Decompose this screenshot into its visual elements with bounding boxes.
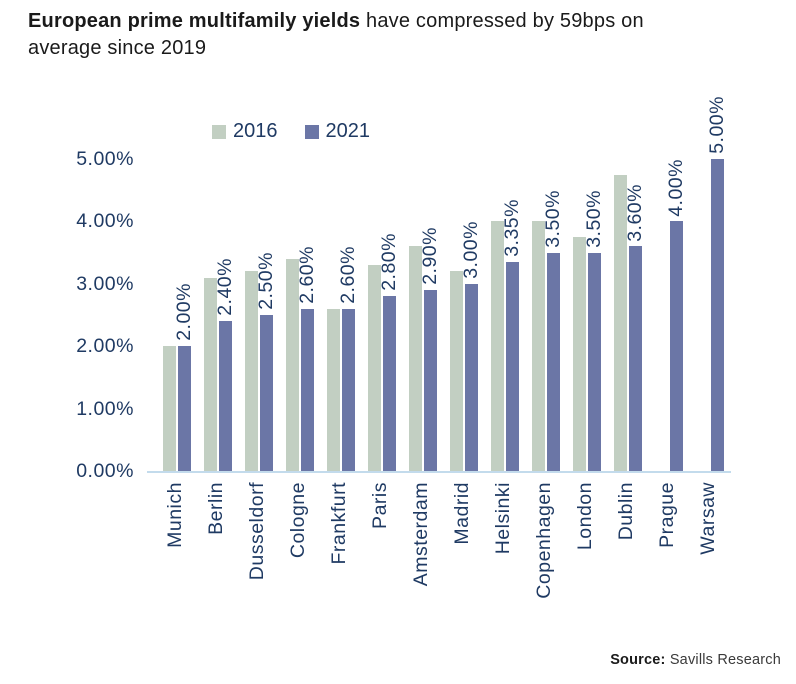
data-label-dublin: 3.60% bbox=[624, 183, 646, 242]
title-line2: average since 2019 bbox=[28, 37, 207, 59]
bar-group-paris: 2.80% Paris bbox=[360, 159, 401, 529]
bar-2021-helsinki bbox=[506, 261, 519, 471]
bar-2021-munich bbox=[178, 346, 191, 471]
bar-group-munich: 2.00% Munich bbox=[155, 159, 196, 548]
title-bold-segment: European prime multifamily yields bbox=[28, 10, 361, 32]
bar-group-madrid: 3.00% Madrid bbox=[442, 159, 483, 545]
data-label-warsaw: 5.00% bbox=[706, 96, 728, 154]
bar-2016-munich bbox=[163, 346, 176, 471]
y-tick-label: 5.00% bbox=[76, 148, 134, 170]
data-label-dusseldorf: 2.50% bbox=[255, 252, 277, 310]
x-category-label-munich: Munich bbox=[164, 482, 186, 548]
bar-group-dusseldorf: 2.50% Dusseldorf bbox=[237, 159, 278, 580]
data-label-paris: 2.80% bbox=[378, 233, 400, 292]
bar-2016-dusseldorf bbox=[245, 271, 258, 471]
bar-group-cologne: 2.60% Cologne bbox=[278, 159, 319, 558]
bar-group-amsterdam: 2.90% Amsterdam bbox=[401, 159, 442, 586]
data-label-prague: 4.00% bbox=[665, 158, 687, 217]
bar-group-prague: 4.00% Prague bbox=[647, 158, 688, 548]
y-tick-label: 3.00% bbox=[76, 272, 134, 295]
x-category-label-dusseldorf: Dusseldorf bbox=[246, 482, 268, 581]
legend-item-2016: 2016 bbox=[212, 120, 278, 143]
x-category-label-amsterdam: Amsterdam bbox=[410, 482, 432, 587]
y-tick-label: 1.00% bbox=[76, 397, 134, 420]
bar-2016-copenhagen bbox=[532, 221, 545, 471]
bar-2021-dusseldorf bbox=[260, 315, 273, 471]
bar-group-dublin: 3.60% Dublin bbox=[606, 159, 647, 540]
x-category-label-madrid: Madrid bbox=[451, 482, 473, 545]
x-category-label-berlin: Berlin bbox=[205, 482, 227, 535]
bar-group-helsinki: 3.35% Helsinki bbox=[483, 159, 524, 554]
source-text: Savills Research bbox=[669, 652, 781, 668]
title-regular-segment: have compressed by 59bps on bbox=[360, 10, 644, 32]
bar-2016-dublin bbox=[614, 174, 627, 471]
x-axis-line bbox=[147, 471, 731, 473]
bar-2016-helsinki bbox=[491, 221, 504, 471]
legend-item-2021: 2021 bbox=[304, 120, 371, 143]
x-category-label-warsaw: Warsaw bbox=[697, 482, 719, 555]
legend-swatch-2016 bbox=[212, 124, 226, 139]
bar-2016-paris bbox=[368, 265, 381, 471]
bar-2016-berlin bbox=[204, 277, 217, 471]
source-note: Source: Savills Research bbox=[610, 652, 781, 668]
x-category-label-copenhagen: Copenhagen bbox=[533, 482, 555, 599]
data-label-helsinki: 3.35% bbox=[501, 199, 523, 257]
x-category-label-helsinki: Helsinki bbox=[492, 482, 514, 555]
legend-swatch-2021 bbox=[304, 124, 319, 139]
plot-area: 2.00% Munich 2.40% Berlin 2.50% Dusseldorf 2.6… bbox=[155, 96, 729, 599]
legend-label-2021: 2021 bbox=[325, 120, 371, 142]
x-category-label-frankfurt: Frankfurt bbox=[328, 482, 350, 565]
y-tick-label: 0.00% bbox=[76, 460, 134, 482]
bar-2021-berlin bbox=[219, 321, 232, 471]
x-category-label-paris: Paris bbox=[369, 482, 391, 529]
bar-2021-prague bbox=[670, 221, 683, 471]
data-label-madrid: 3.00% bbox=[460, 221, 482, 279]
y-tick-label: 4.00% bbox=[76, 210, 134, 233]
legend: 2016 2021 bbox=[212, 120, 370, 143]
y-tick-label: 2.00% bbox=[76, 335, 134, 358]
bar-2021-madrid bbox=[465, 283, 478, 471]
bar-2021-frankfurt bbox=[342, 308, 355, 471]
bar-group-warsaw: 5.00% Warsaw bbox=[688, 96, 729, 555]
bar-group-london: 3.50% London bbox=[565, 159, 606, 550]
bar-2021-warsaw bbox=[711, 159, 724, 471]
bar-2016-madrid bbox=[450, 271, 463, 471]
data-label-london: 3.50% bbox=[583, 189, 605, 248]
y-axis: 5.00% 4.00% 3.00% 2.00% 1.00% 0.00% bbox=[30, 149, 134, 484]
bar-group-berlin: 2.40% Berlin bbox=[196, 159, 237, 535]
bar-2021-paris bbox=[383, 296, 396, 471]
bar-2016-cologne bbox=[286, 258, 299, 471]
bar-2016-frankfurt bbox=[327, 308, 340, 471]
bar-group-frankfurt: 2.60% Frankfurt bbox=[319, 159, 360, 565]
source-prefix: Source: bbox=[610, 652, 666, 668]
data-label-berlin: 2.40% bbox=[214, 258, 236, 317]
bar-2021-amsterdam bbox=[424, 290, 437, 471]
bar-2021-dublin bbox=[629, 246, 642, 471]
x-category-label-prague: Prague bbox=[656, 482, 678, 548]
bar-2016-london bbox=[573, 237, 586, 471]
data-label-amsterdam: 2.90% bbox=[419, 227, 441, 286]
bar-2016-amsterdam bbox=[409, 246, 422, 471]
chart-title: European prime multifamily yields have c… bbox=[28, 8, 788, 62]
legend-label-2016: 2016 bbox=[233, 120, 278, 142]
x-category-label-dublin: Dublin bbox=[615, 482, 637, 541]
data-label-copenhagen: 3.50% bbox=[542, 189, 564, 248]
data-label-cologne: 2.60% bbox=[296, 245, 318, 304]
data-label-frankfurt: 2.60% bbox=[337, 245, 359, 304]
bar-2021-copenhagen bbox=[547, 252, 560, 471]
bar-group-copenhagen: 3.50% Copenhagen bbox=[524, 159, 565, 599]
x-category-label-cologne: Cologne bbox=[287, 482, 309, 559]
bar-2021-london bbox=[588, 252, 601, 471]
data-label-munich: 2.00% bbox=[173, 283, 195, 342]
bar-2021-cologne bbox=[301, 308, 314, 471]
x-category-label-london: London bbox=[574, 482, 596, 551]
